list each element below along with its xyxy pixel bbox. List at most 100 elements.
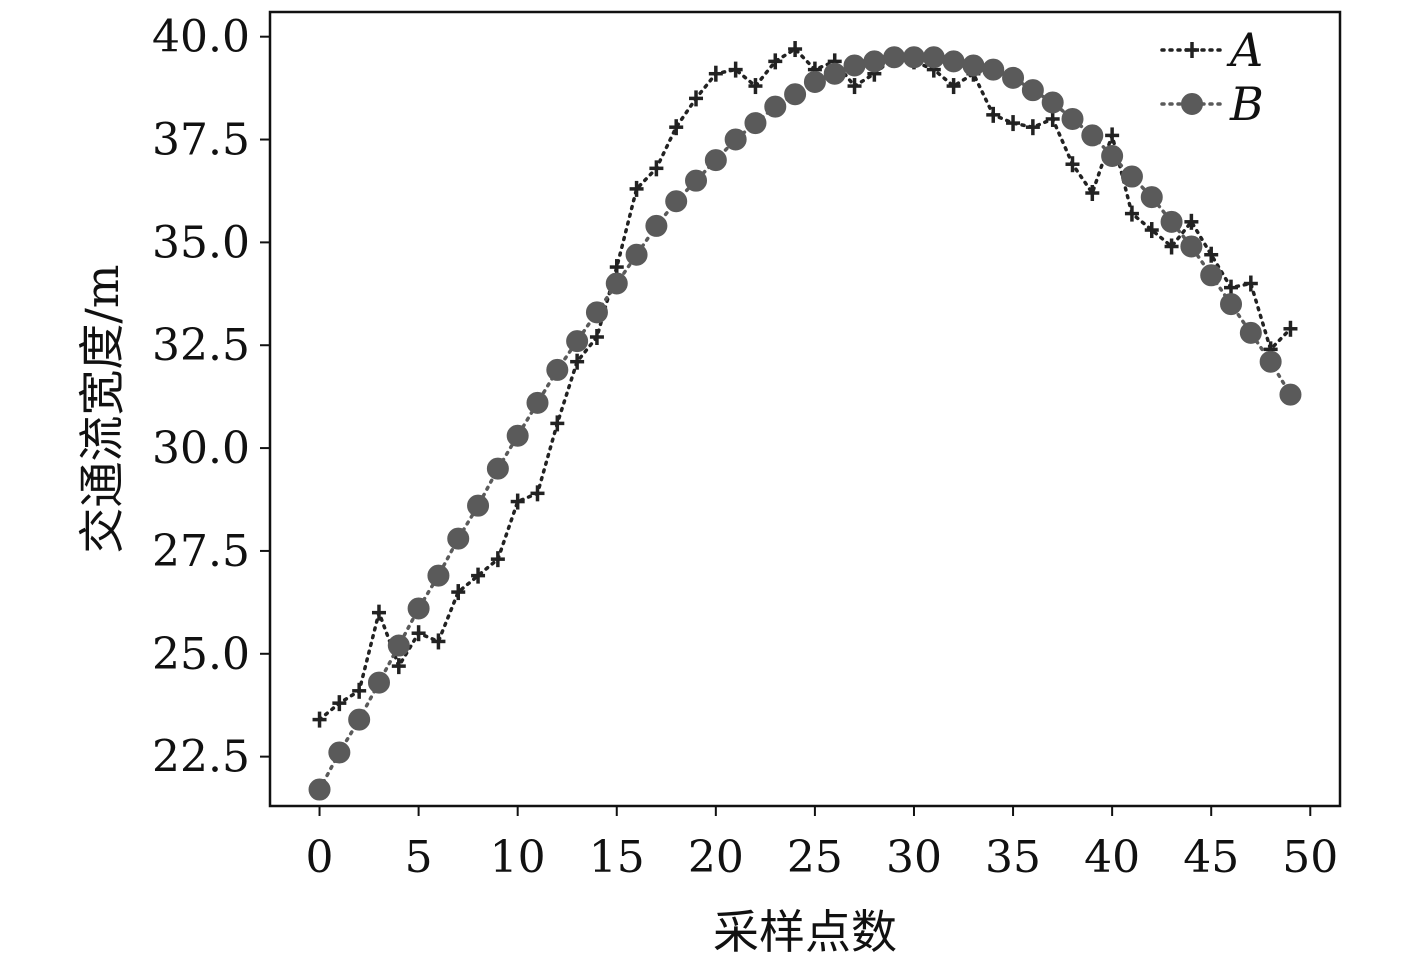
series-b-point xyxy=(942,50,965,73)
series-a-point xyxy=(1243,275,1258,292)
series-b-point xyxy=(1021,79,1044,102)
y-tick-label: 32.5 xyxy=(152,320,250,371)
series-b-point xyxy=(328,741,351,764)
series-a-point xyxy=(748,78,763,95)
series-a-point xyxy=(689,90,704,107)
series-b-point xyxy=(605,272,628,295)
series-b-point xyxy=(843,54,866,77)
legend-item-b: B xyxy=(1160,77,1264,131)
x-tick-label: 20 xyxy=(688,832,744,883)
legend-item-a: A xyxy=(1160,23,1263,77)
series-b-point xyxy=(665,190,688,213)
series-a-point xyxy=(1006,115,1021,132)
series-a-point xyxy=(1204,246,1219,263)
series-b-point xyxy=(486,457,509,480)
series-b-point xyxy=(546,358,569,381)
legend-b-label: B xyxy=(1229,77,1264,131)
series-a-point xyxy=(490,551,505,568)
y-tick-label: 40.0 xyxy=(152,12,250,63)
series-a-point xyxy=(411,625,426,642)
series-a-point xyxy=(352,682,367,699)
series-a-point xyxy=(471,567,486,584)
series-b-point xyxy=(823,62,846,85)
legend-a-marker xyxy=(1185,42,1199,58)
series-a-point xyxy=(728,61,743,78)
series-b-point xyxy=(645,214,668,237)
series-b-point xyxy=(1041,91,1064,114)
series-b-point xyxy=(467,494,490,517)
series-b-point xyxy=(407,597,430,620)
series-b-point xyxy=(506,424,529,447)
series-a-point xyxy=(1105,127,1120,144)
series-a-point xyxy=(451,584,466,601)
series-a-point xyxy=(371,604,386,621)
series-b-point xyxy=(308,778,331,801)
series-b-point xyxy=(1081,124,1104,147)
series-b-point xyxy=(447,527,470,550)
series-a-point xyxy=(847,78,862,95)
y-axis-title: 交通流宽度/m xyxy=(75,264,129,553)
series-b-point xyxy=(724,128,747,151)
series-a-point xyxy=(946,78,961,95)
legend-a-label: A xyxy=(1226,23,1263,77)
x-tick-label: 25 xyxy=(787,832,843,883)
series-b-point xyxy=(566,330,589,353)
x-tick-label: 30 xyxy=(886,832,942,883)
series-b-point xyxy=(744,112,767,135)
legend-b-marker xyxy=(1181,93,1203,115)
series-b-point xyxy=(1160,210,1183,233)
x-tick-label: 10 xyxy=(490,832,546,883)
series-a-point xyxy=(986,106,1001,123)
y-tick-label: 35.0 xyxy=(152,217,250,268)
series-a-point xyxy=(1025,119,1040,136)
x-tick-label: 0 xyxy=(306,832,334,883)
y-tick-label: 27.5 xyxy=(152,526,250,577)
series-a-point xyxy=(1184,213,1199,230)
series-b-point xyxy=(526,391,549,414)
series-a-point xyxy=(1144,222,1159,239)
series-a-point xyxy=(768,53,783,70)
y-tick-label: 25.0 xyxy=(152,629,250,680)
series-b-point xyxy=(1101,144,1124,167)
series-b-point xyxy=(1259,350,1282,373)
series-a-point xyxy=(649,160,664,177)
y-tick-label: 37.5 xyxy=(152,115,250,166)
series-a-point xyxy=(1124,205,1139,222)
series-a-point xyxy=(1085,185,1100,202)
series-a-point xyxy=(1164,238,1179,255)
series-a-point xyxy=(609,259,624,276)
series-a-point xyxy=(708,65,723,82)
series-a-point xyxy=(1065,156,1080,173)
series-b-point xyxy=(1061,107,1084,130)
series-b-point xyxy=(1279,383,1302,406)
series-a-point xyxy=(391,658,406,675)
series-b-point xyxy=(902,46,925,69)
series-b-point xyxy=(863,50,886,73)
series-a-point xyxy=(530,485,545,502)
series-b-point xyxy=(1180,235,1203,258)
series-b-point xyxy=(1200,264,1223,287)
x-tick-label: 5 xyxy=(405,832,433,883)
x-tick-label: 50 xyxy=(1282,832,1338,883)
plot-frame xyxy=(268,10,1342,808)
series-b-point xyxy=(625,243,648,266)
series-b-point xyxy=(962,54,985,77)
series-b-point xyxy=(803,70,826,93)
series-a-point xyxy=(589,329,604,346)
series-b-point xyxy=(764,95,787,118)
series-a-point xyxy=(1283,320,1298,337)
x-axis-title: 采样点数 xyxy=(713,905,897,959)
series-a-point xyxy=(312,711,327,728)
series-b-point xyxy=(784,83,807,106)
series-a-point xyxy=(332,695,347,712)
series-b-point xyxy=(585,301,608,324)
series-a-point xyxy=(1224,279,1239,296)
y-tick-label: 30.0 xyxy=(152,423,250,474)
x-tick-label: 15 xyxy=(589,832,645,883)
series-b-point xyxy=(883,46,906,69)
series-b-point xyxy=(348,708,371,731)
series-b-point xyxy=(387,634,410,657)
x-tick-label: 35 xyxy=(985,832,1041,883)
